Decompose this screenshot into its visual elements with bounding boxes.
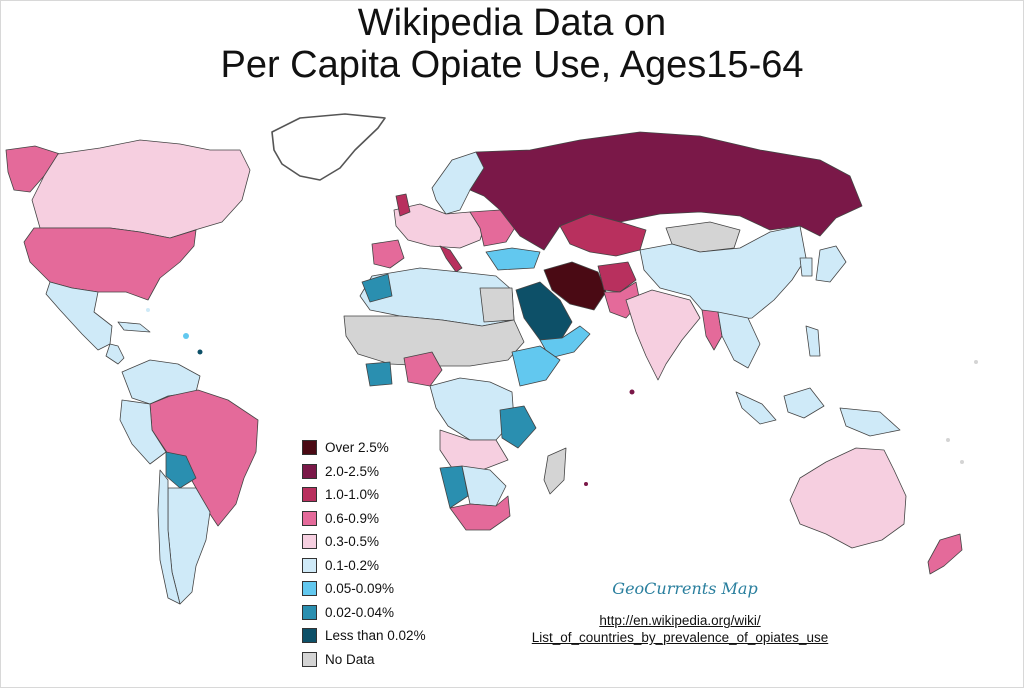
legend-swatch xyxy=(302,510,317,526)
legend-swatch xyxy=(302,581,317,597)
region-new-zealand xyxy=(927,533,963,575)
legend-label: 0.6-0.9% xyxy=(325,510,380,526)
legend-label: 1.0-1.0% xyxy=(325,487,380,503)
legend-label: 2.0-2.5% xyxy=(325,463,380,479)
region-angola-zambia xyxy=(439,429,509,471)
region-iran xyxy=(543,261,607,311)
region-bolivia xyxy=(165,451,197,489)
legend-label: No Data xyxy=(325,651,375,667)
region-canada xyxy=(31,139,251,239)
region-philippines xyxy=(805,325,821,357)
legend-swatch xyxy=(302,557,317,573)
legend-swatch xyxy=(302,604,317,620)
region-east-africa xyxy=(511,345,561,387)
region-south-africa xyxy=(449,495,511,531)
region-china xyxy=(639,225,807,321)
region-nigeria xyxy=(403,351,443,387)
region-usa xyxy=(23,227,197,301)
region-india xyxy=(625,289,701,381)
legend-label: 0.1-0.2% xyxy=(325,557,380,573)
source-url-line-2[interactable]: List_of_countries_by_prevalence_of_opiat… xyxy=(531,630,829,645)
legend-item: 2.0-2.5% xyxy=(302,460,426,484)
title-line-1: Wikipedia Data on xyxy=(357,2,667,44)
title-line-2: Per Capita Opiate Use, Ages15-64 xyxy=(220,44,804,86)
map-legend: Over 2.5% 2.0-2.5% 1.0-1.0% 0.6-0.9% 0.3-0.5… xyxy=(302,436,426,671)
region-central-america xyxy=(105,343,125,365)
region-sahel xyxy=(343,315,525,367)
region-tanzania xyxy=(499,405,537,449)
region-italy xyxy=(439,245,463,273)
region-saudi-arabia xyxy=(515,281,573,341)
legend-label: 0.02-0.04% xyxy=(325,604,395,620)
legend-swatch xyxy=(302,463,317,479)
legend-label: Over 2.5% xyxy=(325,440,389,456)
legend-item: Less than 0.02% xyxy=(302,624,426,648)
region-myanmar xyxy=(701,309,723,351)
legend-swatch xyxy=(302,534,317,550)
region-peru xyxy=(119,399,167,465)
region-indonesia xyxy=(735,387,901,437)
legend-label: 0.3-0.5% xyxy=(325,534,380,550)
region-australia xyxy=(789,447,907,549)
region-chile xyxy=(157,469,181,605)
region-west-africa-coast xyxy=(365,361,393,387)
region-egypt xyxy=(479,287,515,323)
legend-swatch xyxy=(302,651,317,667)
region-southern-africa xyxy=(461,465,507,507)
legend-item: Over 2.5% xyxy=(302,436,426,460)
region-morocco xyxy=(361,273,393,303)
legend-label: 0.05-0.09% xyxy=(325,581,395,597)
legend-item: 1.0-1.0% xyxy=(302,483,426,507)
region-turkey xyxy=(485,247,541,271)
region-russia xyxy=(469,131,863,251)
legend-swatch xyxy=(302,628,317,644)
legend-item: 0.02-0.04% xyxy=(302,601,426,625)
credit-label: GeoCurrents Map xyxy=(612,579,758,598)
region-western-europe xyxy=(393,203,487,249)
source-link: http://en.wikipedia.org/wiki/ List_of_co… xyxy=(470,612,890,646)
legend-item: 0.1-0.2% xyxy=(302,554,426,578)
region-japan xyxy=(815,245,847,283)
region-greenland xyxy=(271,113,386,181)
region-iberia xyxy=(371,239,405,269)
source-url-line-1[interactable]: http://en.wikipedia.org/wiki/ xyxy=(599,613,761,628)
region-uk xyxy=(395,193,411,217)
region-afghanistan xyxy=(597,261,637,293)
region-cuba xyxy=(117,321,151,333)
region-korea xyxy=(799,257,813,277)
legend-item: 0.6-0.9% xyxy=(302,507,426,531)
legend-item: 0.3-0.5% xyxy=(302,530,426,554)
legend-swatch xyxy=(302,440,317,456)
legend-item: No Data xyxy=(302,648,426,672)
region-indochina xyxy=(717,311,761,369)
legend-swatch xyxy=(302,487,317,503)
map-title: Wikipedia Data on Per Capita Opiate Use,… xyxy=(0,2,1024,86)
legend-item: 0.05-0.09% xyxy=(302,577,426,601)
island-markers xyxy=(146,308,978,486)
region-madagascar xyxy=(543,447,567,495)
legend-label: Less than 0.02% xyxy=(325,628,426,644)
